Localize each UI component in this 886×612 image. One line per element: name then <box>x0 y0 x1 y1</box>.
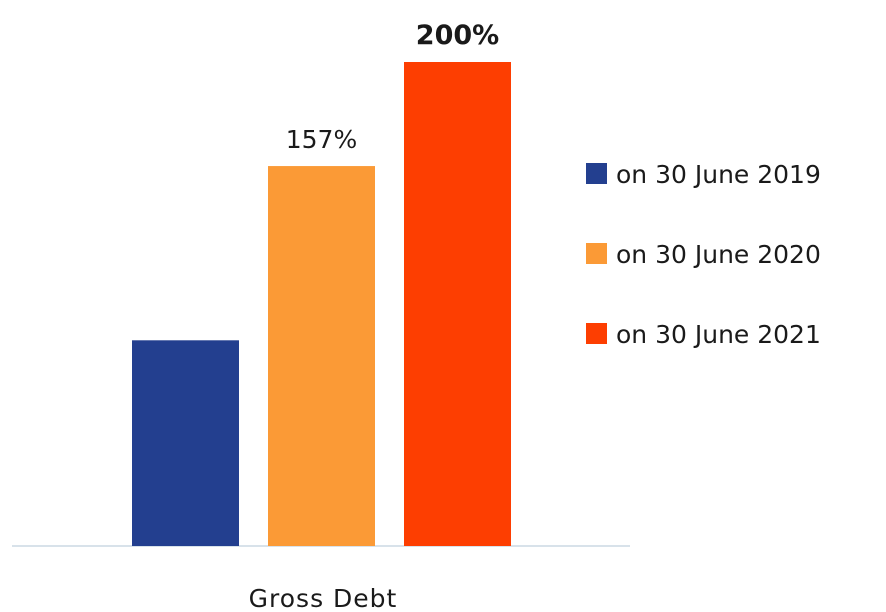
bar-3 <box>404 62 511 546</box>
value-label-2: 157% <box>286 125 357 154</box>
value-label-3: 200% <box>416 20 499 51</box>
value-labels-group: 157% 200% <box>286 20 499 154</box>
bar-1 <box>132 340 239 546</box>
legend-label-3: on 30 June 2021 <box>616 320 821 349</box>
legend-swatch-2 <box>586 243 607 264</box>
legend-label-1: on 30 June 2019 <box>616 160 821 189</box>
bars-group <box>132 62 511 546</box>
category-label: Gross Debt <box>249 584 398 612</box>
bar-2 <box>268 166 375 546</box>
legend-swatch-3 <box>586 323 607 344</box>
legend-swatch-1 <box>586 163 607 184</box>
legend: on 30 June 2019 on 30 June 2020 on 30 June… <box>586 160 821 349</box>
legend-label-2: on 30 June 2020 <box>616 240 821 269</box>
